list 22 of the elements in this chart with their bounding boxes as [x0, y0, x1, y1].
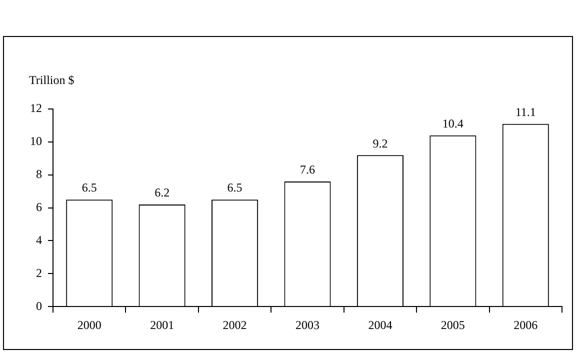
x-tick-label: 2001 [150, 318, 174, 332]
x-tick-label: 2006 [514, 318, 538, 332]
y-tick-label: 6 [36, 200, 42, 214]
x-tick-label: 2000 [77, 318, 102, 332]
y-tick-label: 0 [36, 298, 42, 313]
y-axis-title: Trillion $ [29, 73, 74, 87]
y-tick-label: 8 [36, 167, 42, 182]
x-tick-label: 2005 [440, 318, 465, 332]
x-tick-label: 2003 [296, 318, 320, 332]
data-label: 6.5 [82, 180, 97, 195]
x-tick-label: 2002 [222, 318, 247, 332]
data-label: 6.2 [154, 186, 170, 200]
data-label: 9.2 [372, 136, 388, 150]
data-label: 7.6 [300, 162, 315, 177]
y-tick-label: 2 [36, 266, 42, 280]
x-tick-label: 2004 [368, 318, 392, 332]
y-tick-label: 4 [36, 232, 42, 247]
y-tick-label: 10 [30, 134, 42, 148]
data-label: 11.1 [515, 104, 536, 119]
data-label: 6.5 [227, 180, 242, 195]
y-tick-label: 12 [30, 101, 42, 116]
data-label: 10.4 [442, 116, 464, 131]
